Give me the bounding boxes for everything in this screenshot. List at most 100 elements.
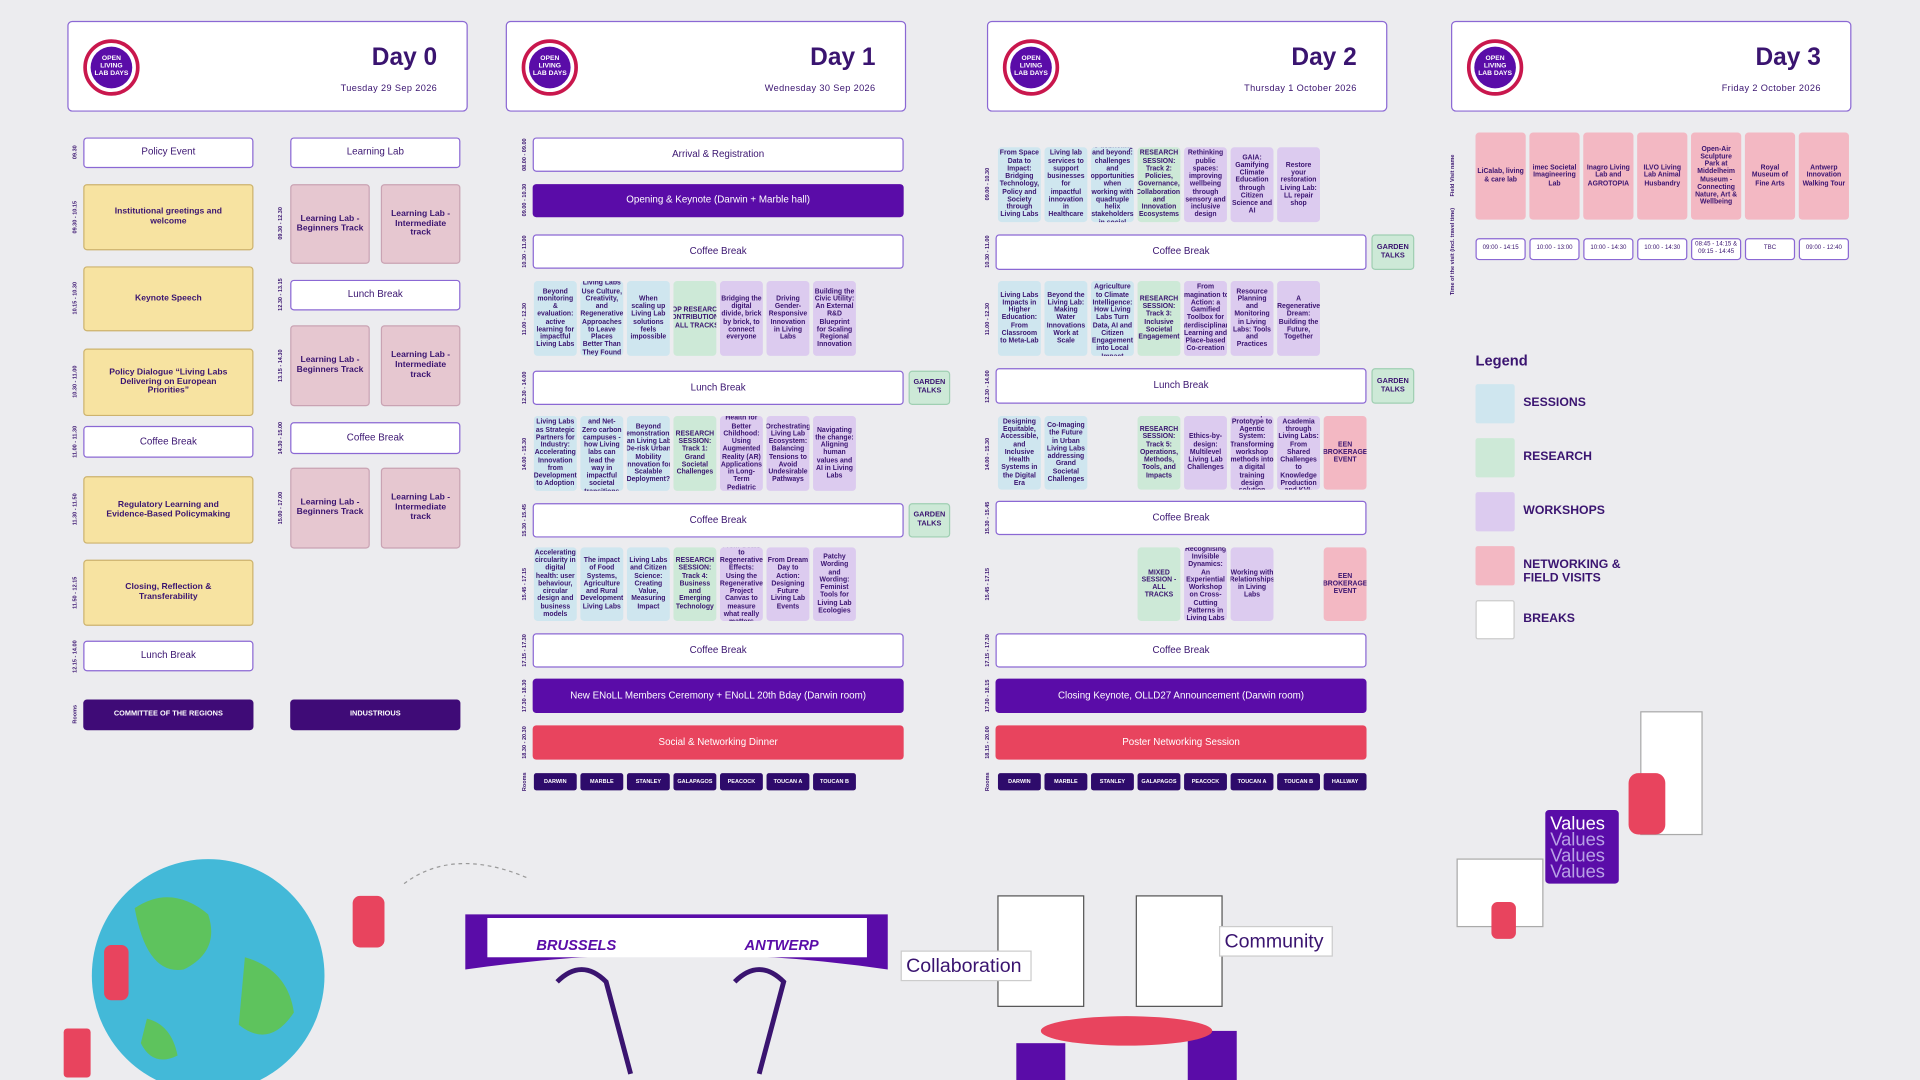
legend-swatch: [1475, 384, 1515, 424]
session-block: Lunch Break: [532, 370, 904, 405]
session-block: Navigating the change: Aligning human va…: [813, 416, 856, 491]
session-block: GARDEN TALKS: [908, 503, 951, 538]
frame: [1135, 895, 1223, 1007]
session-block: Coffee Break: [532, 633, 904, 668]
time-label: 08.00 - 09.00: [521, 138, 528, 171]
time-label: 18.30 - 20.30: [521, 726, 528, 759]
session-block: COMMITTEE OF THE REGIONS: [83, 699, 254, 731]
session-block: Resource Planning and Monitoring in Livi…: [1230, 281, 1274, 356]
session-block: New ENoLL Members Ceremony + ENoLL 20th …: [532, 678, 904, 714]
logo: OPEN LIVING LAB DAYS: [1466, 39, 1524, 96]
room-label: TOUCAN B: [1277, 773, 1321, 791]
day-date: Thursday 1 October 2026: [1244, 82, 1357, 94]
time-label: 14.30 - 15.00: [277, 421, 284, 455]
legend-swatch: [1475, 600, 1515, 640]
day-header: OPEN LIVING LAB DAYS Day 2 Thursday 1 Octo…: [986, 20, 1388, 112]
word-box: [1218, 925, 1333, 957]
visit-time: 09:00 - 12:40: [1798, 238, 1849, 261]
time-label: 12.30 - 14.00: [983, 370, 991, 403]
values-card: [1545, 809, 1619, 884]
session-block: Lunch Break: [290, 279, 461, 311]
session-block: Co-Imaging the Future in Urban Living La…: [1044, 416, 1088, 490]
session-block: Lunch Break: [83, 640, 254, 672]
city-name: ANTWERP: [743, 938, 818, 954]
room-label: HALLWAY: [1323, 773, 1367, 791]
legend-title: Legend: [1475, 352, 1528, 370]
session-block: Social & Networking Dinner: [532, 725, 904, 760]
time-label: 10.30 - 11.00: [521, 235, 528, 268]
session-block: Bridging Industry and Academia through L…: [1277, 416, 1321, 490]
logo: OPEN LIVING LAB DAYS: [83, 39, 140, 96]
word-box: [900, 950, 1032, 982]
session-block: Living lab services to support businesse…: [1044, 147, 1088, 223]
chairs: [555, 967, 787, 1075]
time-label: Rooms: [71, 704, 78, 724]
time-label: 17.30 - 18.30: [521, 679, 528, 713]
session-block: Learning Lab - Beginners Track: [290, 184, 370, 264]
row-label: Field Visit name: [1449, 154, 1456, 197]
time-label: 15.00 - 17.00: [277, 491, 284, 525]
session-block: From Urban Agriculture to Climate Intell…: [1091, 281, 1134, 356]
session-block: Policy Dialogue “Living Labs Delivering …: [83, 348, 254, 417]
session-block: Learning Lab - Beginners Track: [290, 467, 370, 549]
room-label: DARWIN: [997, 773, 1041, 791]
values-word: Values: [1550, 813, 1605, 834]
logo: OPEN LIVING LAB DAYS: [1002, 39, 1060, 96]
time-label: Rooms: [521, 772, 528, 792]
session-block: Accelerating circularity in digital heal…: [533, 547, 577, 621]
room-label: GALAPAGOS: [673, 773, 717, 791]
time-label: 14.00 - 15.30: [521, 437, 528, 471]
suitcase: [63, 1028, 91, 1078]
legend-label: BREAKS: [1523, 612, 1575, 626]
room-label: TOUCAN B: [813, 773, 856, 791]
session-block: Learning Lab - Intermediate track: [380, 467, 461, 549]
time-label: 11.00 - 11.30: [71, 425, 78, 458]
field-visit: LiCalab, living & care lab: [1475, 132, 1526, 220]
session-block: Regulatory Learning and Evidence-Based P…: [83, 476, 254, 544]
session-block: A Regenerative Dream: Building the Futur…: [1277, 281, 1321, 356]
field-visit: Royal Museum of Fine Arts: [1744, 132, 1796, 220]
room-label: GALAPAGOS: [1137, 773, 1181, 791]
day-header: OPEN LIVING LAB DAYS Day 3 Friday 2 Octobe…: [1451, 20, 1852, 112]
session-block: When scaling up Living Lab solutions fee…: [626, 281, 670, 356]
time-label: 17.15 - 17.30: [521, 634, 528, 667]
time-label: 10.30 - 11.00: [983, 235, 991, 268]
logo-text: OPEN LIVING LAB DAYS: [1474, 46, 1516, 89]
field-visit: Inagro Living Lab and AGROTOPIA: [1583, 132, 1634, 220]
word: Collaboration: [906, 955, 1021, 977]
session-block: Keynote Speech: [83, 266, 254, 332]
session-block: How Can Living Labs Use Culture, Creativ…: [580, 281, 624, 356]
session-block: Beyond Demonstrations: Can Living Labs D…: [626, 416, 670, 491]
time-label: 12.30 - 14.00: [521, 371, 528, 405]
time-label: 12.15 - 14.00: [71, 640, 78, 673]
session-block: RESEARCH SESSION: Track 3: Inclusive Soc…: [1137, 281, 1181, 356]
session-block: Living Labs as Strategic Partners for In…: [533, 416, 577, 491]
session-block: RESEARCH SESSION: Track 4: Business and …: [673, 547, 717, 621]
time-label: 09.00 - 10.30: [983, 167, 991, 201]
legend-label: SESSIONS: [1523, 396, 1586, 410]
session-block: Bridging the digital divide, brick by br…: [720, 281, 763, 356]
session-block: Sustainable and Net-Zero carbon campuses…: [580, 416, 624, 491]
person: [352, 895, 385, 948]
day-title: Day 0: [371, 44, 438, 72]
room-label: STANLEY: [1091, 773, 1134, 791]
session-block: Restore your restoration Living Lab: LL …: [1277, 147, 1321, 223]
day-date: Wednesday 30 Sep 2026: [764, 82, 876, 94]
time-label: 15.30 - 15.45: [983, 501, 991, 535]
values-word: Values: [1550, 829, 1605, 850]
session-block: Closing, Reflection & Transferability: [83, 559, 254, 626]
session-block: GARDEN TALKS: [908, 370, 951, 405]
session-block: From Imagination to Action: a Gamified T…: [1184, 281, 1227, 356]
room-label: STANLEY: [626, 773, 670, 791]
day-header: OPEN LIVING LAB DAYS Day 1 Wednesday 30 Se…: [505, 20, 907, 112]
person: [1628, 773, 1666, 835]
session-block: EEN BROKERAGE EVENT: [1323, 416, 1367, 490]
time-label: 09.00 - 10.30: [521, 183, 528, 217]
session-block: The impact of Food Systems, Agriculture …: [580, 547, 624, 621]
session-block: Learning Lab: [290, 137, 461, 169]
field-visit: imec Societal Imagineering Lab: [1529, 132, 1580, 220]
visit-time: 10:00 - 13:00: [1529, 238, 1580, 261]
day-date: Friday 2 October 2026: [1721, 82, 1821, 94]
legend-swatch: [1475, 438, 1515, 478]
room-label: PEACOCK: [1184, 773, 1227, 791]
